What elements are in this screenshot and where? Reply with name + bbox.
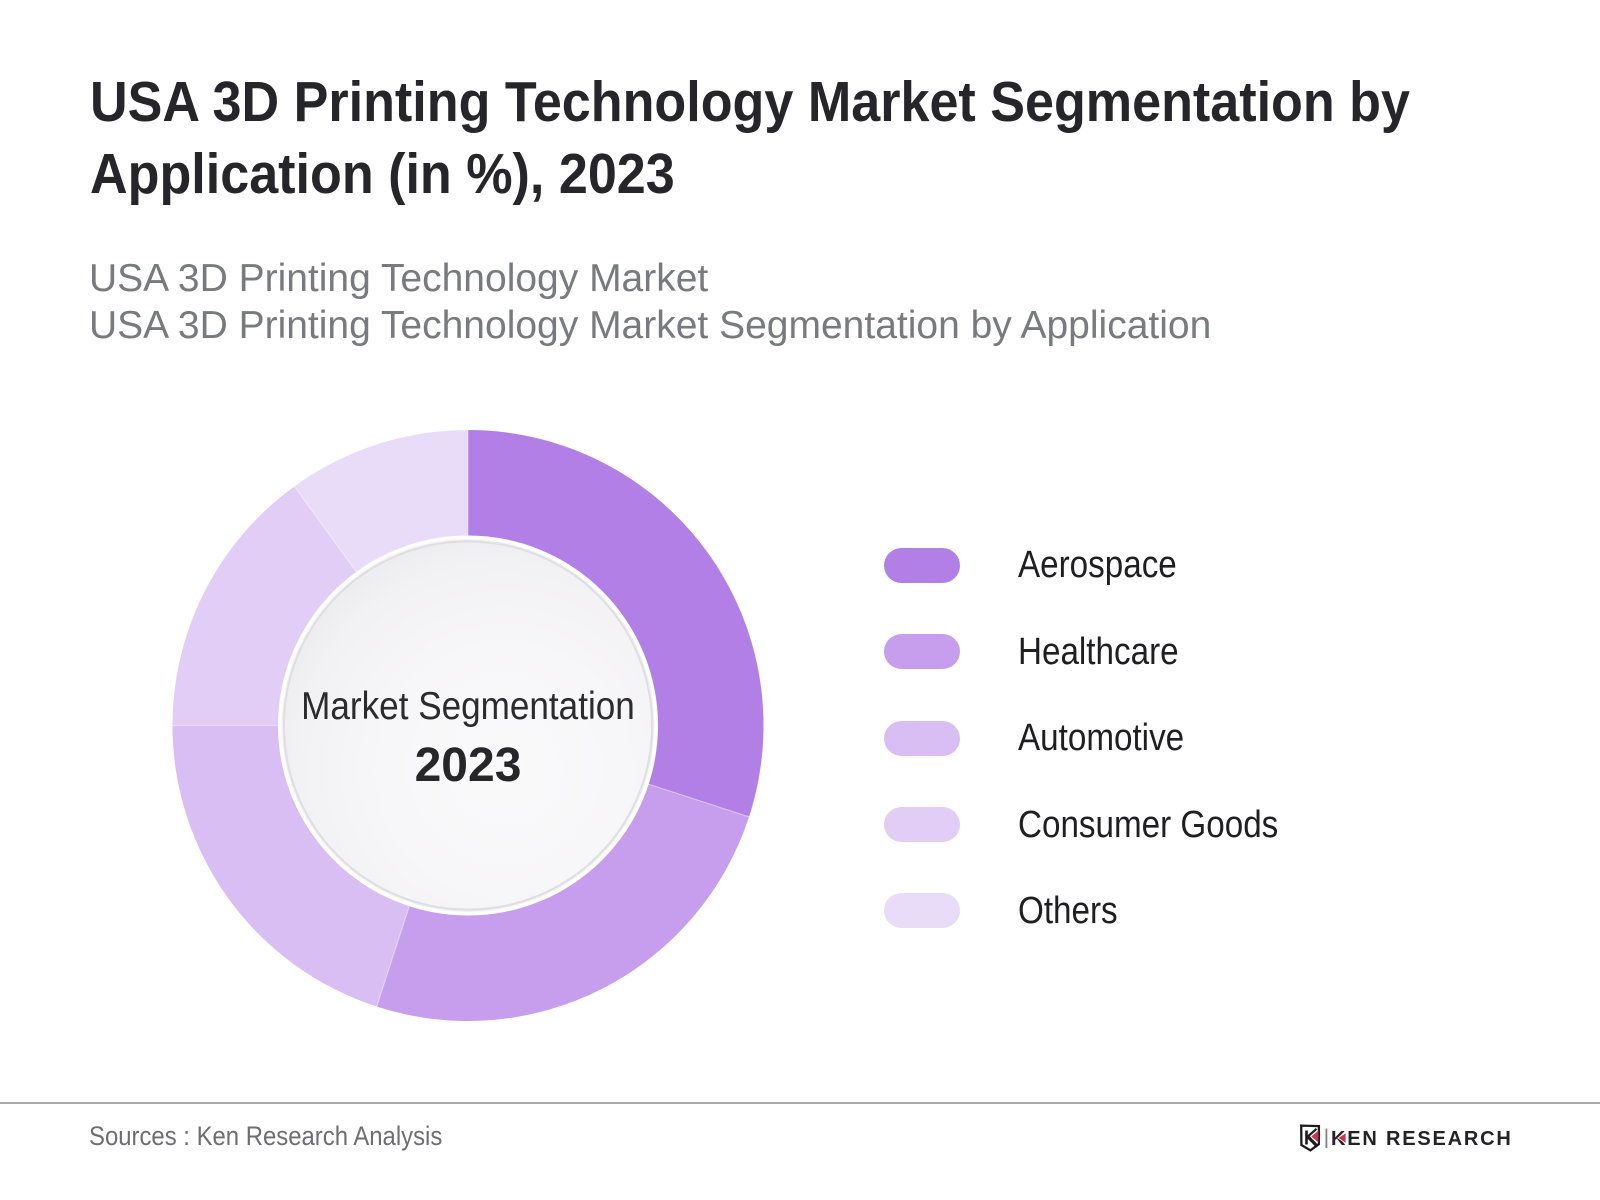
svg-text:KEN RESEARCH: KEN RESEARCH [1331, 1128, 1513, 1150]
